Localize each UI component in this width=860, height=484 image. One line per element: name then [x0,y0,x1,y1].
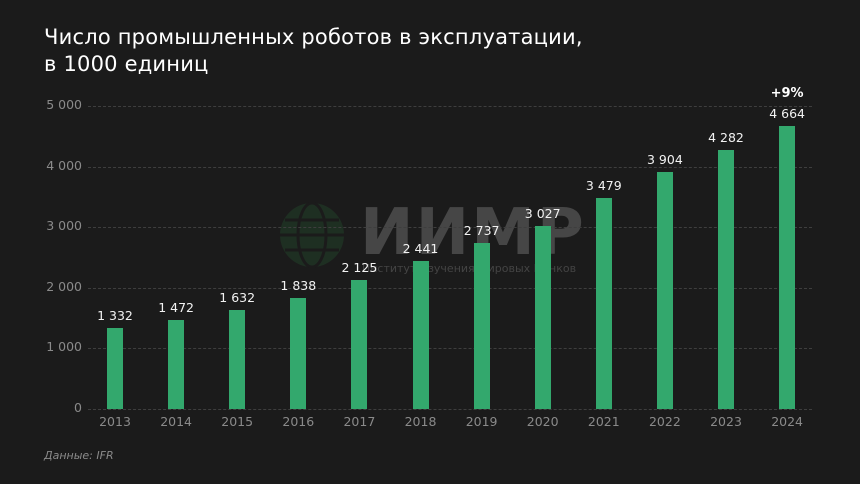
x-tick-label: 2023 [710,414,742,429]
gridline [88,348,812,350]
chart-title-line2: в 1000 единиц [44,52,209,76]
value-label: 4 664 [769,106,805,122]
bar-2018 [412,261,429,409]
x-tick-label: 2019 [465,414,498,429]
x-tick-label: 2016 [282,414,315,429]
value-label: 3 479 [585,178,622,194]
value-label: 1 472 [158,299,194,315]
chart-title-line1: Число промышленных роботов в эксплуатаци… [44,25,583,49]
value-label: 1 332 [97,308,133,324]
bar-2013 [107,328,123,409]
value-label: 2 737 [463,223,500,239]
value-label: 1 632 [219,290,256,306]
bar-2019 [473,243,490,409]
y-tick-label: 5 000 [46,97,82,112]
gridline [88,166,812,168]
gridline [88,409,812,410]
bar-2020 [534,225,551,409]
y-tick-label: 1 000 [46,339,82,355]
bar-2022 [656,172,673,409]
y-tick-label: 4 000 [46,157,82,173]
x-tick-label: 2020 [526,414,559,429]
bar-2016 [290,297,307,409]
x-tick-label: 2018 [404,414,437,429]
x-tick-label: 2021 [587,414,620,429]
chart-title: Число промышленных роботов в эксплуатаци… [44,24,583,78]
value-label: 2 441 [402,241,439,257]
y-tick-label: 0 [74,400,82,415]
bar-2023 [718,149,734,409]
value-label: 3 027 [524,205,561,221]
data-source: Данные: IFR [44,449,114,462]
x-tick-label: 2024 [771,414,803,429]
value-label: 2 125 [341,260,378,276]
value-label: 3 904 [646,152,683,168]
growth-annotation: +9% [770,86,804,102]
gridline [88,227,812,229]
bar-2014 [168,319,185,409]
y-tick-label: 3 000 [46,218,82,234]
value-label: 4 282 [708,129,744,145]
value-label: 1 838 [280,277,317,293]
x-tick-label: 2013 [99,414,131,429]
x-tick-label: 2022 [648,414,681,429]
x-tick-label: 2015 [221,414,254,429]
x-tick-label: 2014 [160,414,192,429]
bar-2017 [351,280,368,409]
y-tick-label: 2 000 [46,278,82,294]
x-tick-label: 2017 [343,414,376,429]
gridline [88,287,812,289]
bar-2015 [229,310,246,409]
gridline [88,106,812,107]
bar-2021 [595,198,612,409]
bar-2024 [779,126,796,409]
